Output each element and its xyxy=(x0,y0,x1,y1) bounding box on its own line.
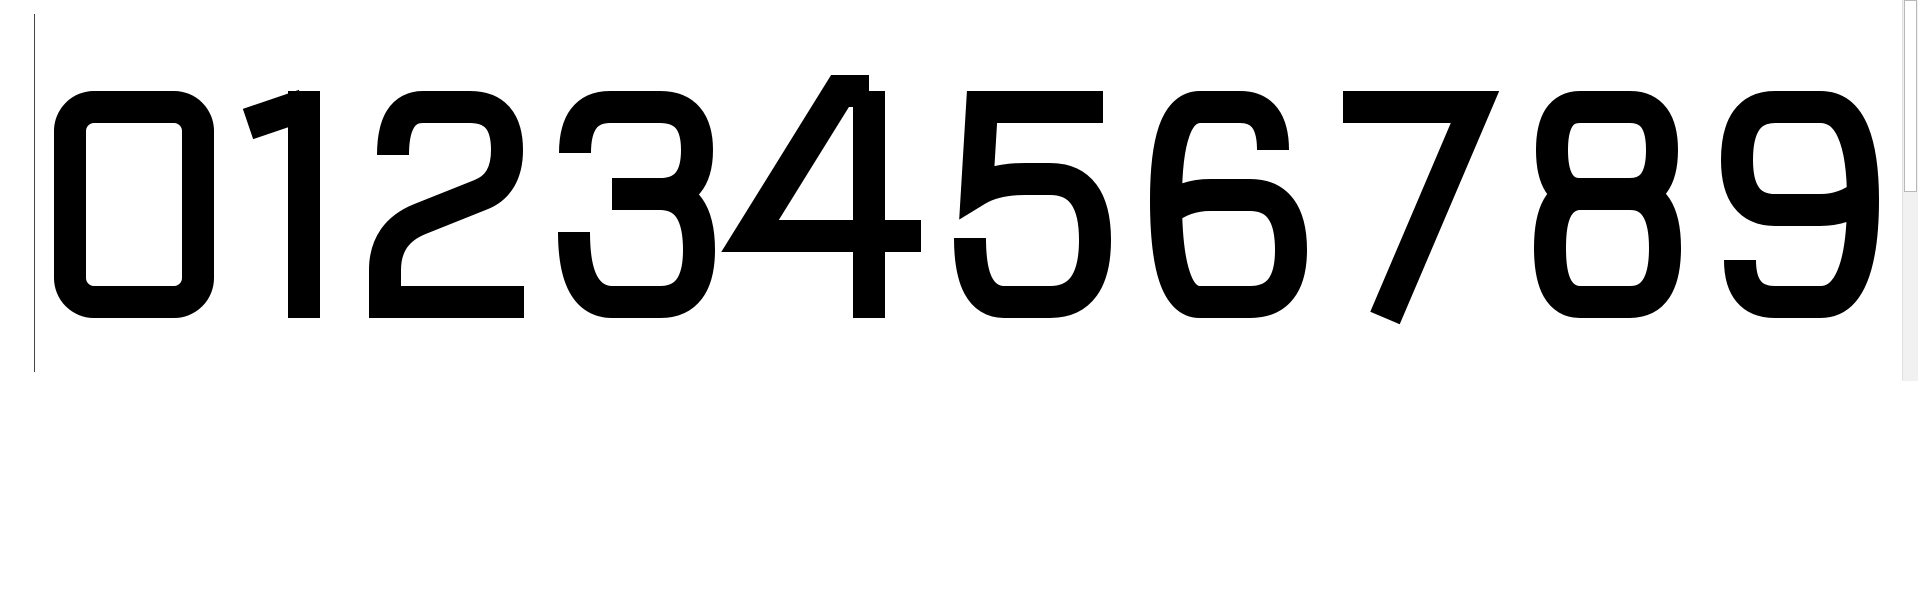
digit-5 xyxy=(954,91,1112,318)
digit-4 xyxy=(721,75,921,318)
digit-2 xyxy=(369,91,524,318)
digit-0 xyxy=(54,91,214,318)
digit-7 xyxy=(1343,91,1500,325)
digit-9 xyxy=(1720,91,1880,318)
scrollbar-thumb[interactable] xyxy=(1904,0,1917,192)
digit-6 xyxy=(1149,91,1308,318)
digit-3 xyxy=(558,91,716,318)
vertical-scrollbar[interactable] xyxy=(1902,0,1918,381)
text-cursor xyxy=(34,14,35,372)
digit-1 xyxy=(242,89,320,318)
digit-8 xyxy=(1533,91,1682,318)
